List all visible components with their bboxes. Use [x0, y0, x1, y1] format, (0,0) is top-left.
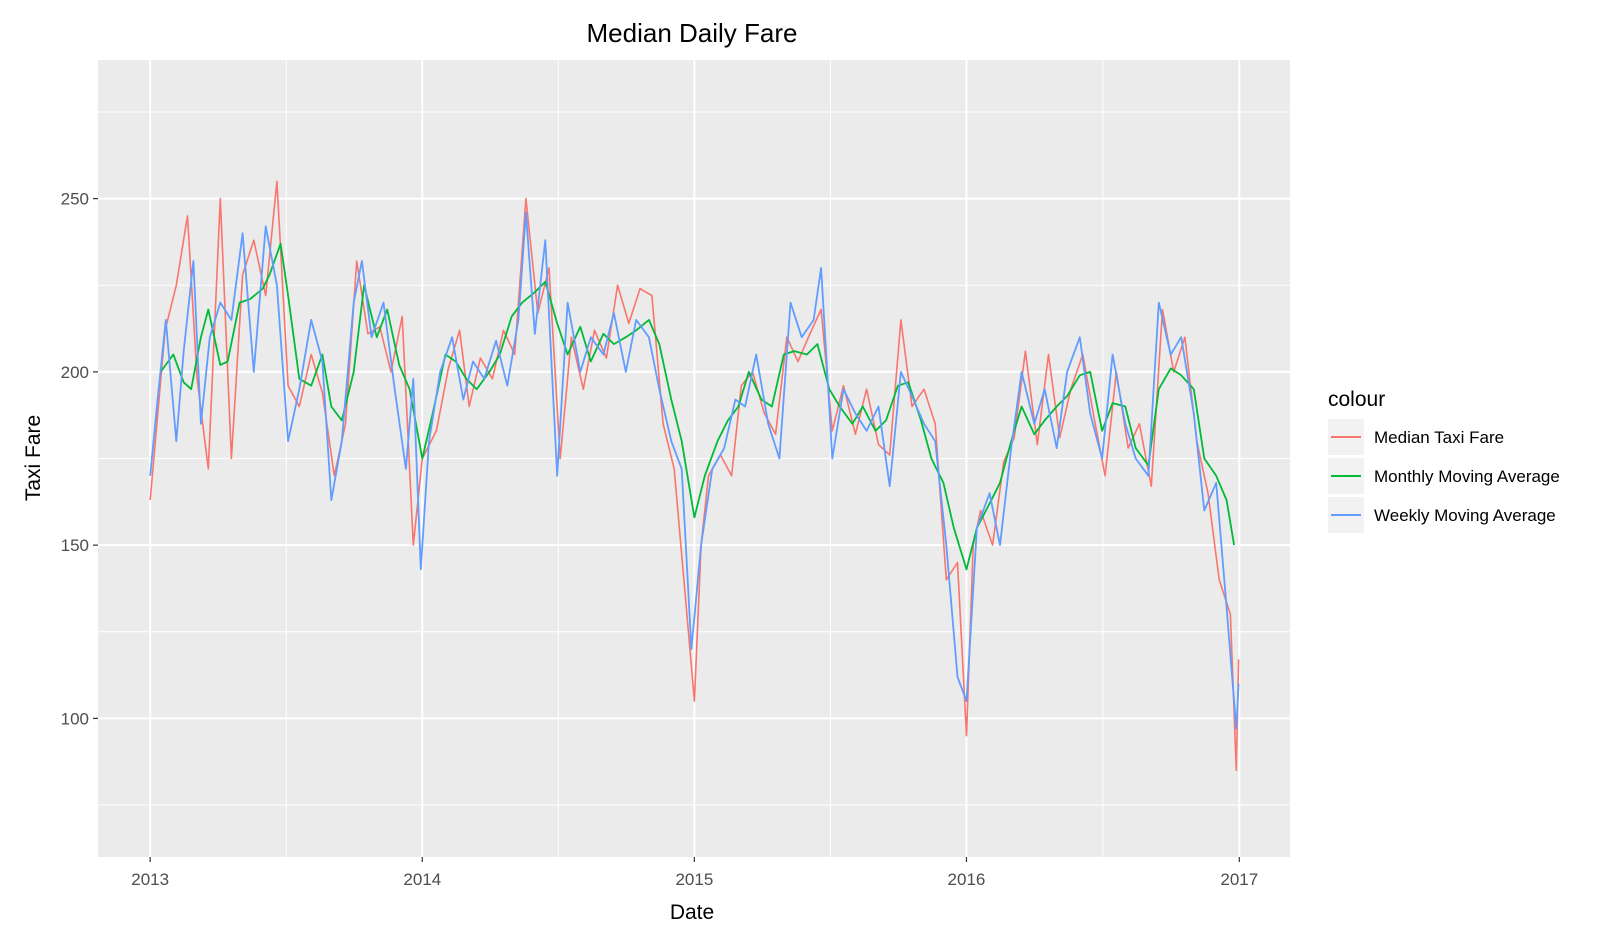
chart-title: Median Daily Fare: [587, 18, 798, 48]
axis-ticks: [93, 198, 1240, 862]
series-line-monthly-moving-average: [159, 242, 1235, 571]
x-axis-title: Date: [670, 901, 714, 924]
x-tick-label: 2017: [1220, 870, 1258, 889]
legend-title: colour: [1328, 388, 1385, 411]
y-tick-label: 100: [61, 709, 89, 728]
y-tick-label: 150: [61, 536, 89, 555]
series-line-weekly-moving-average: [149, 211, 1240, 730]
y-axis-title: Taxi Fare: [22, 415, 45, 501]
y-tick-labels: 100 150 200 250: [61, 190, 89, 729]
y-tick-label: 250: [61, 190, 89, 209]
x-tick-label: 2016: [948, 870, 986, 889]
legend-items: Median Taxi Fare Monthly Moving Average We…: [1328, 419, 1560, 533]
legend-label-weekly-moving-average: Weekly Moving Average: [1374, 506, 1556, 525]
legend-label-median-taxi-fare: Median Taxi Fare: [1374, 428, 1504, 447]
legend: colour Median Taxi Fare Monthly Moving Av…: [1328, 388, 1560, 533]
series-layer: [149, 180, 1240, 772]
legend-label-monthly-moving-average: Monthly Moving Average: [1374, 467, 1560, 486]
x-tick-label: 2014: [403, 870, 441, 889]
x-tick-label: 2013: [131, 870, 169, 889]
x-tick-labels: 2013 2014 2015 2016 2017: [131, 870, 1258, 889]
x-tick-label: 2015: [675, 870, 713, 889]
y-tick-label: 200: [61, 363, 89, 382]
